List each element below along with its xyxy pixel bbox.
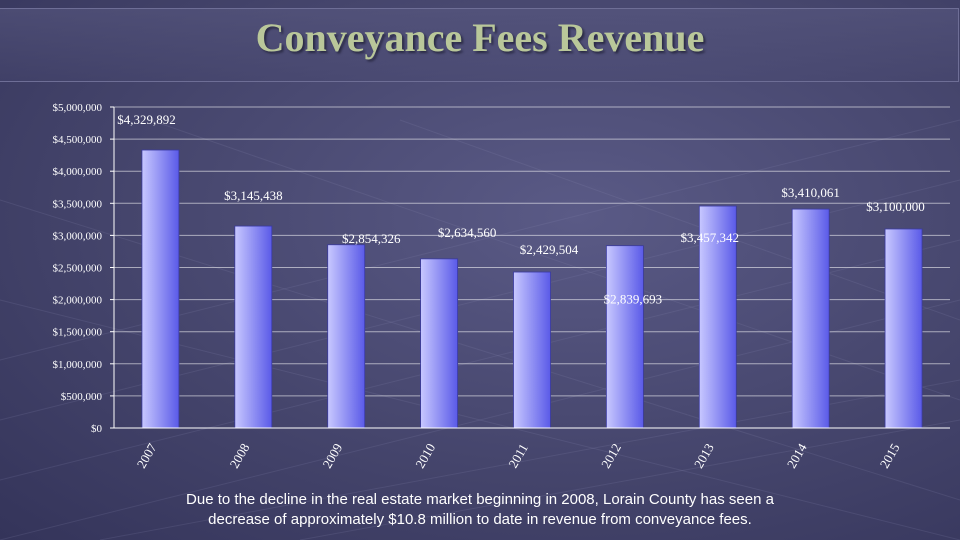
y-tick-label: $1,000,000 <box>53 359 103 371</box>
y-tick-label: $0 <box>91 423 103 435</box>
x-tick-label-2007: 2007 <box>134 440 160 470</box>
y-tick-label: $2,000,000 <box>53 295 103 307</box>
data-label-2009: $2,854,326 <box>342 231 401 246</box>
data-label-2011: $2,429,504 <box>520 242 579 257</box>
y-tick-label: $500,000 <box>61 391 103 403</box>
caption-line-2: decrease of approximately $10.8 million … <box>208 511 752 528</box>
bar-2013 <box>698 205 737 429</box>
bar-2012 <box>605 245 644 429</box>
y-tick-label: $4,500,000 <box>53 134 103 146</box>
y-tick-label: $2,500,000 <box>53 263 103 275</box>
y-tick-label: $1,500,000 <box>53 327 103 339</box>
x-tick-label-2012: 2012 <box>598 441 624 471</box>
y-tick-label: $5,000,000 <box>53 102 103 114</box>
data-label-2007: $4,329,892 <box>117 112 176 127</box>
caption-line-1: Due to the decline in the real estate ma… <box>186 491 774 508</box>
data-label-2014: $3,410,061 <box>781 185 840 200</box>
bar-2010 <box>420 258 459 429</box>
bar-2008 <box>234 225 273 429</box>
x-tick-label-2010: 2010 <box>412 441 438 471</box>
x-tick-label-2009: 2009 <box>319 441 345 471</box>
y-tick-label: $4,000,000 <box>53 166 103 178</box>
x-tick-label-2008: 2008 <box>226 441 252 471</box>
bar-2011 <box>513 271 551 429</box>
data-label-2013: $3,457,342 <box>681 230 740 245</box>
bar-2007 <box>141 149 180 429</box>
x-tick-label-2015: 2015 <box>877 441 903 471</box>
data-label-2008: $3,145,438 <box>224 188 283 203</box>
data-label-2015: $3,100,000 <box>866 199 925 214</box>
x-tick-label-2013: 2013 <box>691 441 717 471</box>
data-label-2010: $2,634,560 <box>438 225 497 240</box>
bar-2015 <box>884 228 923 429</box>
chart-title: Conveyance Fees Revenue <box>255 15 705 60</box>
y-tick-label: $3,000,000 <box>53 230 103 242</box>
bar-2009 <box>327 244 366 429</box>
x-tick-label-2014: 2014 <box>784 440 810 470</box>
bar-2014 <box>791 208 830 429</box>
x-tick-label-2011: 2011 <box>505 441 531 471</box>
title-box <box>0 8 959 82</box>
y-tick-label: $3,500,000 <box>53 198 103 210</box>
bar-chart: $0 $500,000 $1,000,000 $1,500,000 $2,000,000… <box>53 102 950 471</box>
caption: Due to the decline in the real estate ma… <box>100 490 860 530</box>
data-label-2012: $2,839,693 <box>604 292 663 307</box>
